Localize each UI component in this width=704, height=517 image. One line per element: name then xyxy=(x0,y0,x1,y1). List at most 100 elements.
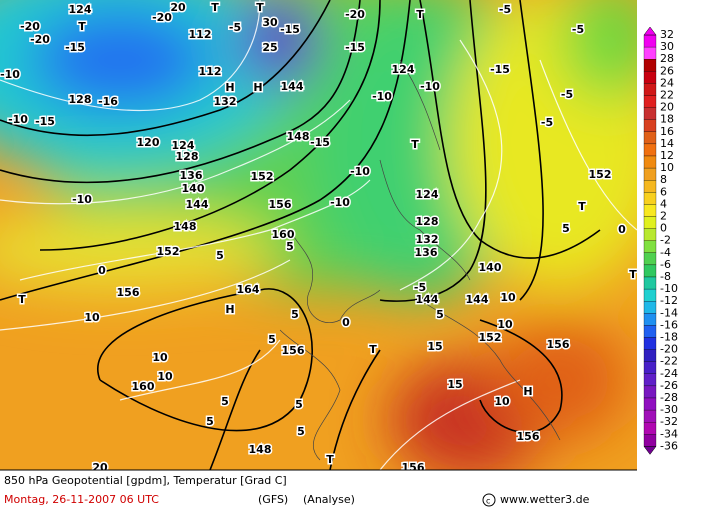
contour-label: -10 xyxy=(420,80,440,93)
contour-label: 144 xyxy=(186,198,209,211)
contour-label: 132 xyxy=(214,95,237,108)
colorbar-segment xyxy=(643,46,657,60)
geopotential-contours xyxy=(0,0,601,470)
colorbar-label: -28 xyxy=(660,391,678,404)
contour-label: 152 xyxy=(251,170,274,183)
contour-label: T xyxy=(416,8,424,21)
colorbar-segment xyxy=(643,349,657,362)
contour-label: 10 xyxy=(157,370,173,383)
colorbar-label: -8 xyxy=(660,270,671,283)
contour-label: -15 xyxy=(345,41,365,54)
colorbar-label: 8 xyxy=(660,173,667,186)
contour-label: 128 xyxy=(69,93,92,106)
colorbar-segment xyxy=(643,107,657,120)
contour-label: -20 xyxy=(30,33,50,46)
colorbar-segment xyxy=(643,434,657,447)
temperature-field xyxy=(0,0,637,470)
colorbar-label: 30 xyxy=(660,40,674,53)
colorbar-top-arrow xyxy=(643,26,657,36)
colorbar-segment xyxy=(643,34,657,48)
contour-label: -10 xyxy=(330,196,350,209)
contour-label: 148 xyxy=(174,220,197,233)
colorbar-label: 12 xyxy=(660,149,674,162)
contour-label: H xyxy=(523,385,532,398)
contour-label: 10 xyxy=(84,311,100,324)
contour-label: 160 xyxy=(272,228,295,241)
contour-label: 140 xyxy=(479,261,502,274)
contour-label: -10 xyxy=(350,165,370,178)
colorbar-segment xyxy=(643,409,657,423)
contour-label: 124 xyxy=(172,139,195,152)
contour-label: 0 xyxy=(98,264,106,277)
colorbar-segment xyxy=(643,95,657,108)
colorbar-label: -36 xyxy=(660,439,678,452)
contour-label: 5 xyxy=(562,222,570,235)
footer-analysis: (Analyse) xyxy=(303,493,355,506)
colorbar-segment xyxy=(643,119,657,132)
contour-label: 5 xyxy=(291,308,299,321)
contour-label: 25 xyxy=(262,41,277,54)
contour-label: 136 xyxy=(415,246,438,259)
contour-label: 124 xyxy=(416,188,439,201)
colorbar-label: -4 xyxy=(660,246,671,259)
contour-label: T xyxy=(411,138,419,151)
contour-label: -10 xyxy=(72,193,92,206)
colorbar-label: -20 xyxy=(660,343,678,356)
contour-label: 160 xyxy=(132,380,155,393)
contour-label: -5 xyxy=(414,281,426,294)
contour-label: H xyxy=(225,81,234,94)
colorbar-segment xyxy=(643,155,657,169)
contour-label: 15 xyxy=(447,378,462,391)
footer-title: 850 hPa Geopotential [gpdm], Temperatur … xyxy=(4,474,287,487)
contour-label: T xyxy=(578,200,586,213)
contour-label: 10 xyxy=(497,318,513,331)
colorbar-label: -18 xyxy=(660,331,678,344)
colorbar-segment xyxy=(643,180,657,193)
colorbar-segment xyxy=(643,71,657,84)
contour-label: 156 xyxy=(269,198,292,211)
colorbar-label: -14 xyxy=(660,306,678,319)
contour-label: 15 xyxy=(427,340,442,353)
contour-label: 156 xyxy=(117,286,140,299)
contour-label: -10 xyxy=(372,90,392,103)
colorbar-segment xyxy=(643,167,657,181)
colorbar-label: 2 xyxy=(660,210,667,223)
contour-label: -10 xyxy=(8,113,28,126)
colorbar-segment xyxy=(643,264,657,278)
contour-label: 156 xyxy=(517,430,540,443)
contour-label: -10 xyxy=(0,68,20,81)
colorbar-segment xyxy=(643,361,657,374)
colorbar-segment xyxy=(643,204,657,217)
colorbar-label: -30 xyxy=(660,403,678,416)
footer-date: Montag, 26-11-2007 06 UTC xyxy=(4,493,159,506)
colorbar-label: -24 xyxy=(660,367,678,380)
colorbar-segment xyxy=(643,385,657,399)
colorbar-label: 26 xyxy=(660,64,674,77)
colorbar-segment xyxy=(643,240,657,253)
contour-label: -20 xyxy=(152,11,172,24)
colorbar-segment xyxy=(643,337,657,350)
contour-label: 156 xyxy=(547,338,570,351)
colorbar-segment xyxy=(643,59,657,72)
contour-label: 20 xyxy=(170,1,186,14)
footer-model: (GFS) xyxy=(258,493,288,506)
coastlines xyxy=(279,59,561,461)
colorbar-label: 10 xyxy=(660,161,674,174)
contour-label: 144 xyxy=(281,80,304,93)
contour-label: -5 xyxy=(572,23,584,36)
contour-label: T xyxy=(18,293,26,306)
colorbar-label: 4 xyxy=(660,197,667,210)
colorbar-label: 0 xyxy=(660,222,667,235)
colorbar-label: 6 xyxy=(660,185,667,198)
contour-label: 5 xyxy=(206,415,214,428)
contour-label: 148 xyxy=(249,443,272,456)
copyright-c: c xyxy=(486,497,490,506)
contour-label: 140 xyxy=(182,182,205,195)
contour-label: -20 xyxy=(345,8,365,21)
contour-label: 5 xyxy=(286,240,294,253)
contour-label: 148 xyxy=(287,130,310,143)
contour-label: 5 xyxy=(297,425,305,438)
contour-label: 10 xyxy=(494,395,510,408)
contour-label: T xyxy=(78,20,86,33)
